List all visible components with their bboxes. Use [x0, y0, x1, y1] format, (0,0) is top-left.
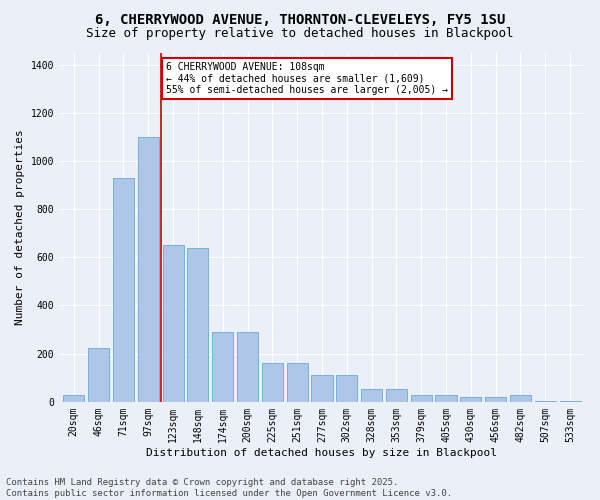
X-axis label: Distribution of detached houses by size in Blackpool: Distribution of detached houses by size … [146, 448, 497, 458]
Bar [212, 332, 233, 402]
Bar [436, 394, 457, 402]
Bar [386, 388, 407, 402]
Bar [336, 376, 358, 402]
Text: Size of property relative to detached houses in Blackpool: Size of property relative to detached ho… [86, 28, 514, 40]
Bar [410, 394, 432, 402]
Y-axis label: Number of detached properties: Number of detached properties [15, 130, 25, 325]
Bar [485, 397, 506, 402]
Bar [311, 376, 332, 402]
Text: Contains HM Land Registry data © Crown copyright and database right 2025.
Contai: Contains HM Land Registry data © Crown c… [6, 478, 452, 498]
Text: 6 CHERRYWOOD AVENUE: 108sqm
← 44% of detached houses are smaller (1,609)
55% of : 6 CHERRYWOOD AVENUE: 108sqm ← 44% of det… [166, 62, 448, 96]
Bar [63, 394, 85, 402]
Bar [138, 137, 159, 402]
Bar [237, 332, 258, 402]
Bar [361, 388, 382, 402]
Bar [262, 364, 283, 402]
Bar [510, 394, 531, 402]
Bar [535, 400, 556, 402]
Text: 6, CHERRYWOOD AVENUE, THORNTON-CLEVELEYS, FY5 1SU: 6, CHERRYWOOD AVENUE, THORNTON-CLEVELEYS… [95, 12, 505, 26]
Bar [560, 400, 581, 402]
Bar [187, 248, 208, 402]
Bar [113, 178, 134, 402]
Bar [287, 364, 308, 402]
Bar [163, 245, 184, 402]
Bar [460, 397, 481, 402]
Bar [88, 348, 109, 402]
